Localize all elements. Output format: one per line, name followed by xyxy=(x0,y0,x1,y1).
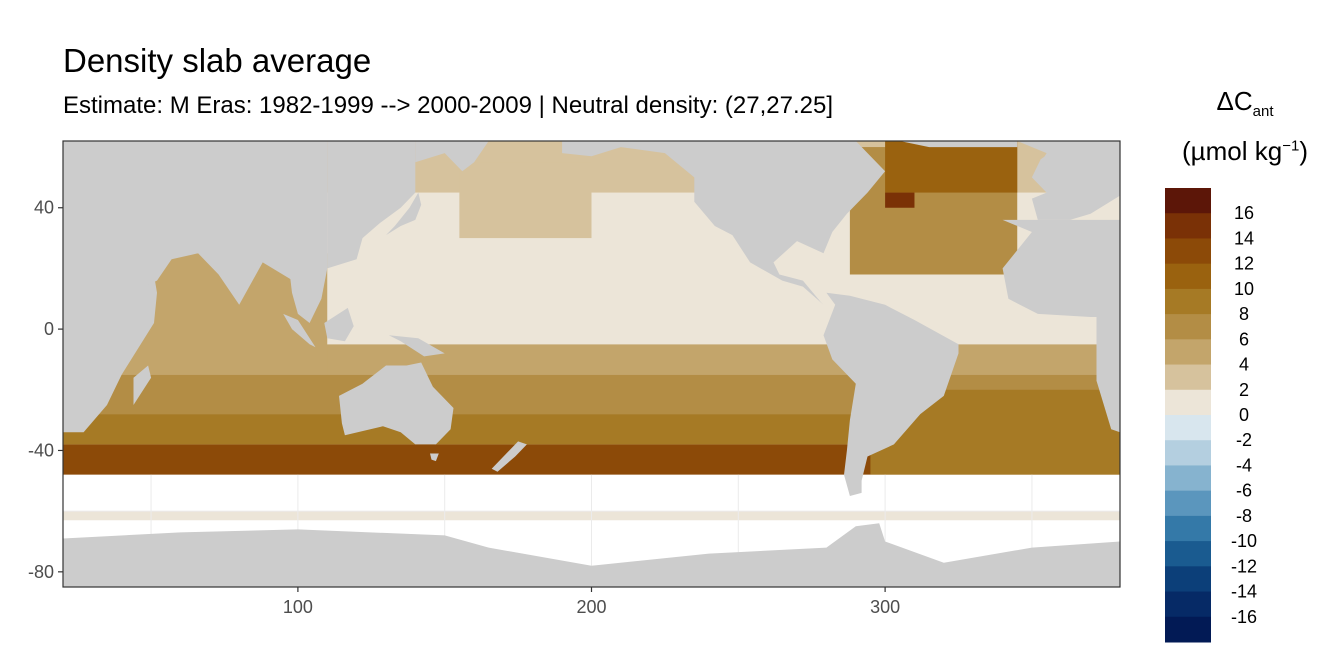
land-north-america xyxy=(562,141,886,305)
legend-swatch xyxy=(1165,490,1211,517)
land-masks xyxy=(63,141,1120,587)
map-title: Density slab average xyxy=(63,42,372,79)
legend-label: 14 xyxy=(1234,228,1254,248)
legend-swatch xyxy=(1165,213,1211,239)
legend-label: 16 xyxy=(1234,203,1254,223)
map-subtitle: Estimate: M Eras: 1982-1999 --> 2000-200… xyxy=(63,92,833,119)
y-tick-label: 40 xyxy=(34,198,54,218)
legend-swatch xyxy=(1165,339,1211,366)
y-tick-label: -40 xyxy=(28,440,54,460)
legend-color-bar xyxy=(1165,188,1211,643)
x-tick-label: 100 xyxy=(283,597,313,617)
legend-swatch xyxy=(1165,616,1211,643)
land-antarctica xyxy=(63,523,1120,587)
legend-label: -12 xyxy=(1231,556,1257,576)
legend-label: 6 xyxy=(1239,329,1249,349)
y-tick-label: 0 xyxy=(44,319,54,339)
y-axis: 40 0 -40 -80 xyxy=(28,198,63,582)
legend-swatch xyxy=(1165,188,1211,214)
land-australia xyxy=(339,362,454,445)
legend-label: -4 xyxy=(1236,455,1252,475)
legend-label: -16 xyxy=(1231,607,1257,627)
legend-swatch xyxy=(1165,591,1211,618)
legend-label: 12 xyxy=(1234,254,1254,274)
legend-swatch xyxy=(1165,364,1211,391)
legend-title-subscript: ant xyxy=(1252,103,1274,121)
y-tick-label: -80 xyxy=(28,562,54,582)
x-tick-label: 200 xyxy=(576,597,606,617)
legend-swatch xyxy=(1165,465,1211,492)
map-panel xyxy=(63,141,1120,587)
legend-unit-superscript: −1 xyxy=(1282,137,1300,155)
legend-swatch xyxy=(1165,440,1211,466)
land-greenland xyxy=(885,141,1018,148)
land-sumatra xyxy=(283,313,316,348)
legend-swatch xyxy=(1165,515,1211,542)
land-southeast-asia xyxy=(289,268,328,323)
x-axis: 100 200 300 xyxy=(283,587,900,617)
legend-label: 8 xyxy=(1239,304,1249,324)
land-south-america xyxy=(823,292,959,496)
land-new-zealand xyxy=(491,441,527,472)
legend-label: -10 xyxy=(1231,531,1257,551)
legend-label: 10 xyxy=(1234,279,1254,299)
legend-label: 4 xyxy=(1239,355,1249,375)
land-south-africa-right xyxy=(1096,317,1120,433)
legend-label: -8 xyxy=(1236,506,1252,526)
land-uk xyxy=(1031,153,1056,178)
land-madagascar xyxy=(133,365,152,405)
regional-patch-4 xyxy=(459,162,592,239)
legend-label: 2 xyxy=(1239,380,1249,400)
legend-label: -6 xyxy=(1236,481,1252,501)
land-japan xyxy=(386,192,422,236)
land-borneo xyxy=(324,307,354,342)
land-china-korea xyxy=(327,141,416,269)
legend-swatch xyxy=(1165,238,1211,265)
land-kamchatka xyxy=(415,141,489,172)
legend-unit-prefix: (µmol kg xyxy=(1182,136,1283,166)
legend-title: ΔCant xyxy=(1150,86,1340,120)
regional-patch-2 xyxy=(885,192,915,208)
regional-patch-1 xyxy=(885,141,1018,193)
legend-label: 0 xyxy=(1239,405,1249,425)
x-tick-label: 300 xyxy=(870,597,900,617)
legend-label: -2 xyxy=(1236,430,1252,450)
legend-swatch xyxy=(1165,541,1211,567)
legend-unit: (µmol kg−1) xyxy=(1150,136,1340,167)
legend-labels: 16 14 12 10 8 6 4 2 0 -2 -4 -6 -8 -10 -12 -14 -16 xyxy=(1231,203,1257,627)
land-arabia-india xyxy=(115,141,328,305)
legend-swatch xyxy=(1165,314,1211,340)
land-new-guinea xyxy=(388,335,445,357)
legend-swatch xyxy=(1165,288,1211,315)
legend-label: -14 xyxy=(1231,582,1257,602)
land-north-africa xyxy=(1002,219,1120,317)
legend-title-symbol: ΔC xyxy=(1216,86,1253,116)
land-tasmania xyxy=(430,453,439,462)
legend-swatch xyxy=(1165,566,1211,593)
legend-unit-suffix: ) xyxy=(1299,136,1308,166)
legend-swatch xyxy=(1165,415,1211,441)
legend-swatch xyxy=(1165,389,1211,416)
legend-swatch xyxy=(1165,263,1211,290)
